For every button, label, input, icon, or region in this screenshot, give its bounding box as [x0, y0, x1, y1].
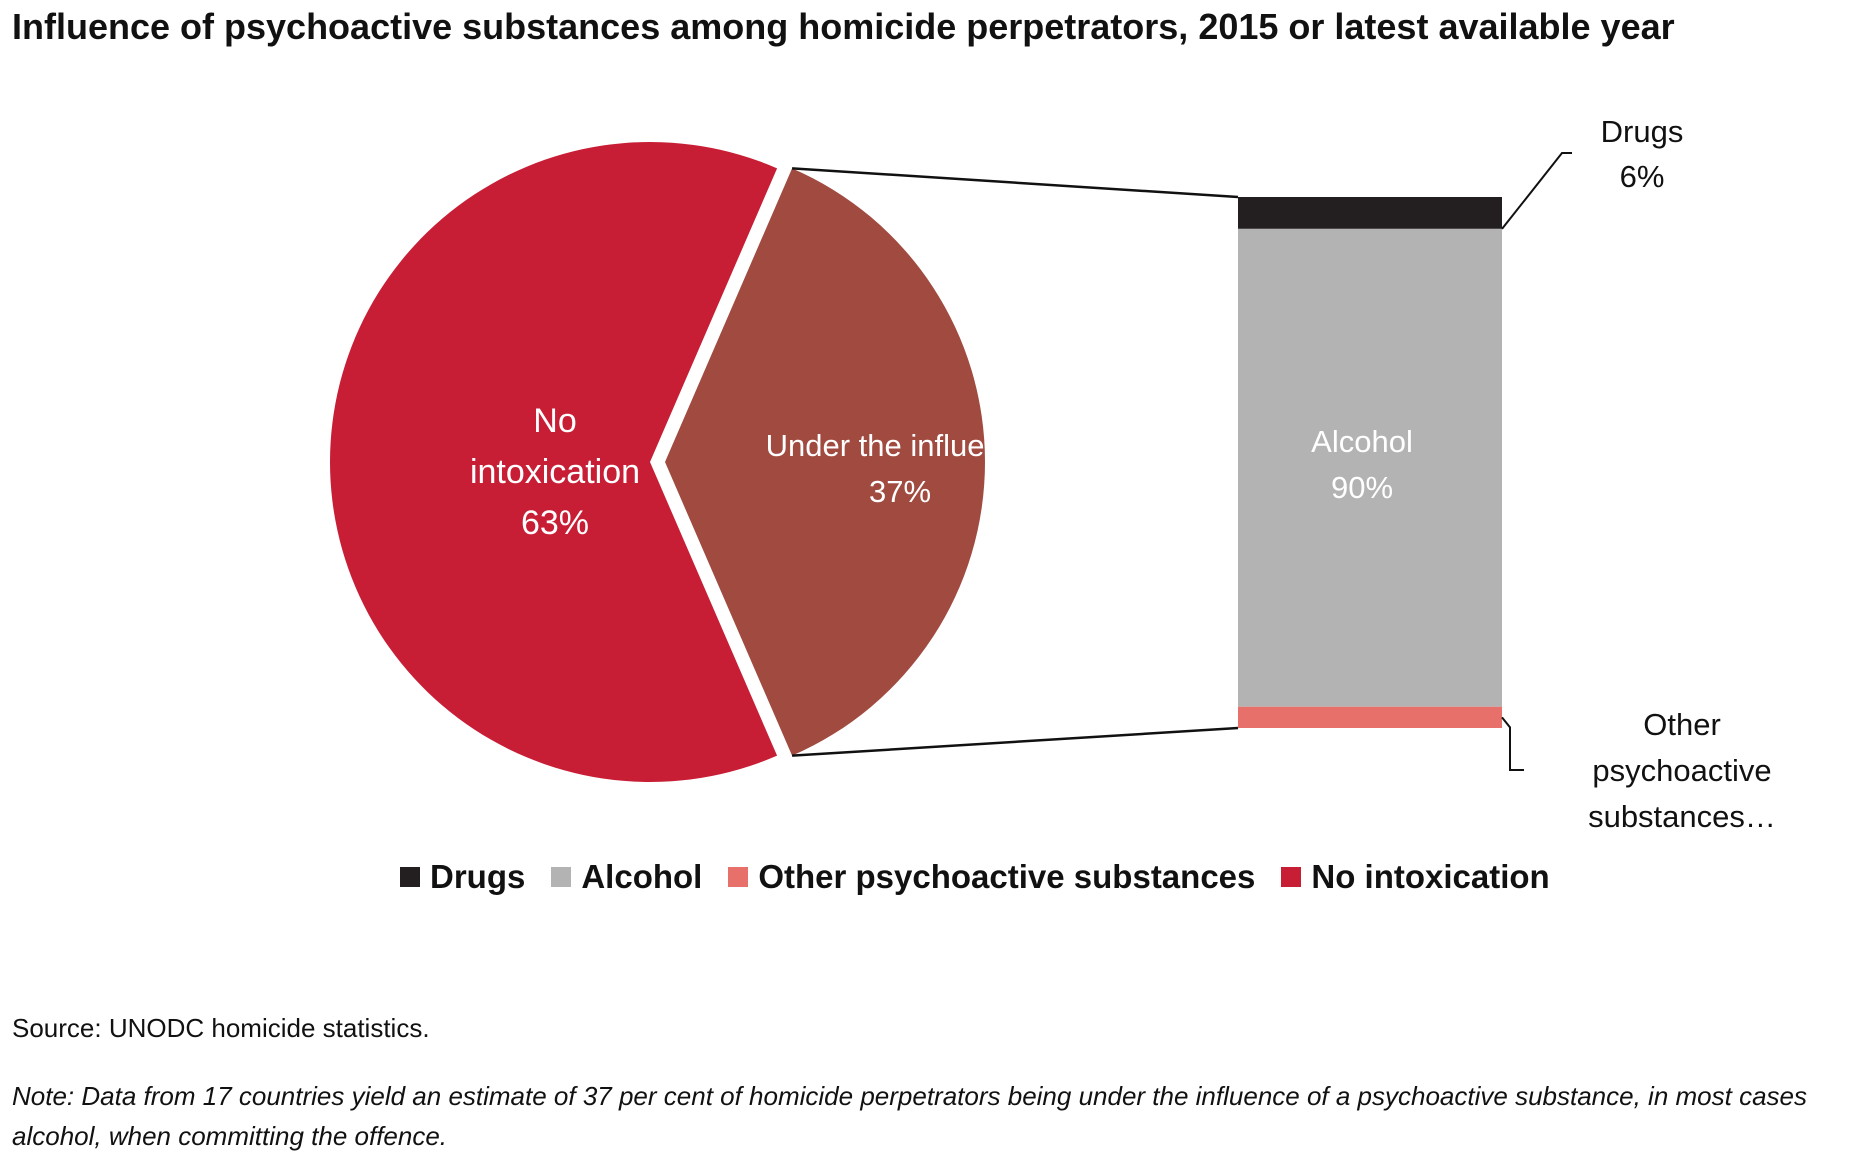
connector-line-top [792, 167, 1239, 199]
pie-label-under-influence: Under the influence 37% [766, 428, 1035, 509]
legend-item-drugs: Drugs [400, 858, 525, 896]
legend-label-no-intoxication: No intoxication [1311, 858, 1550, 895]
leader-line-other [1501, 716, 1524, 771]
footnote: Note: Data from 17 countries yield an es… [12, 1081, 1807, 1151]
legend-swatch-drugs [400, 867, 420, 887]
legend-swatch-alcohol [551, 867, 572, 887]
bar-segment-drugs [1238, 197, 1502, 229]
source-note: Source: UNODC homicide statistics. [12, 1013, 430, 1043]
bar-label-other: Other psychoactive substances… [1588, 707, 1776, 834]
legend-item-alcohol: Alcohol [551, 858, 702, 896]
chart-title: Influence of psychoactive substances amo… [12, 6, 1675, 47]
legend-item-no-intoxication: No intoxication [1281, 858, 1550, 896]
legend-label-drugs: Drugs [430, 858, 526, 895]
legend-label-alcohol: Alcohol [581, 858, 703, 895]
bar-label-alcohol: Alcohol 90% [1311, 424, 1413, 505]
legend-swatch-other [728, 867, 749, 887]
bar-of-pie-chart: No intoxication 63% Under the influence 37% A… [329, 114, 1776, 834]
legend-item-other: Other psychoactive substances [728, 858, 1255, 896]
chart-legend: Drugs Alcohol Other psychoactive substan… [400, 858, 1576, 896]
pie-label-no-intoxication: No intoxication 63% [470, 402, 640, 542]
legend-label-other: Other psychoactive substances [758, 858, 1256, 895]
bar-label-drugs: Drugs 6% [1601, 114, 1684, 194]
bar-segment-other [1238, 706, 1502, 728]
connector-line-bottom [792, 726, 1239, 757]
pie-slice-under-influence [665, 168, 985, 756]
pie-slice-no-intoxication [329, 142, 778, 783]
bar-segment-alcohol [1238, 228, 1502, 707]
legend-swatch-no-intoxication [1281, 867, 1302, 887]
leader-line-drugs [1501, 152, 1572, 230]
